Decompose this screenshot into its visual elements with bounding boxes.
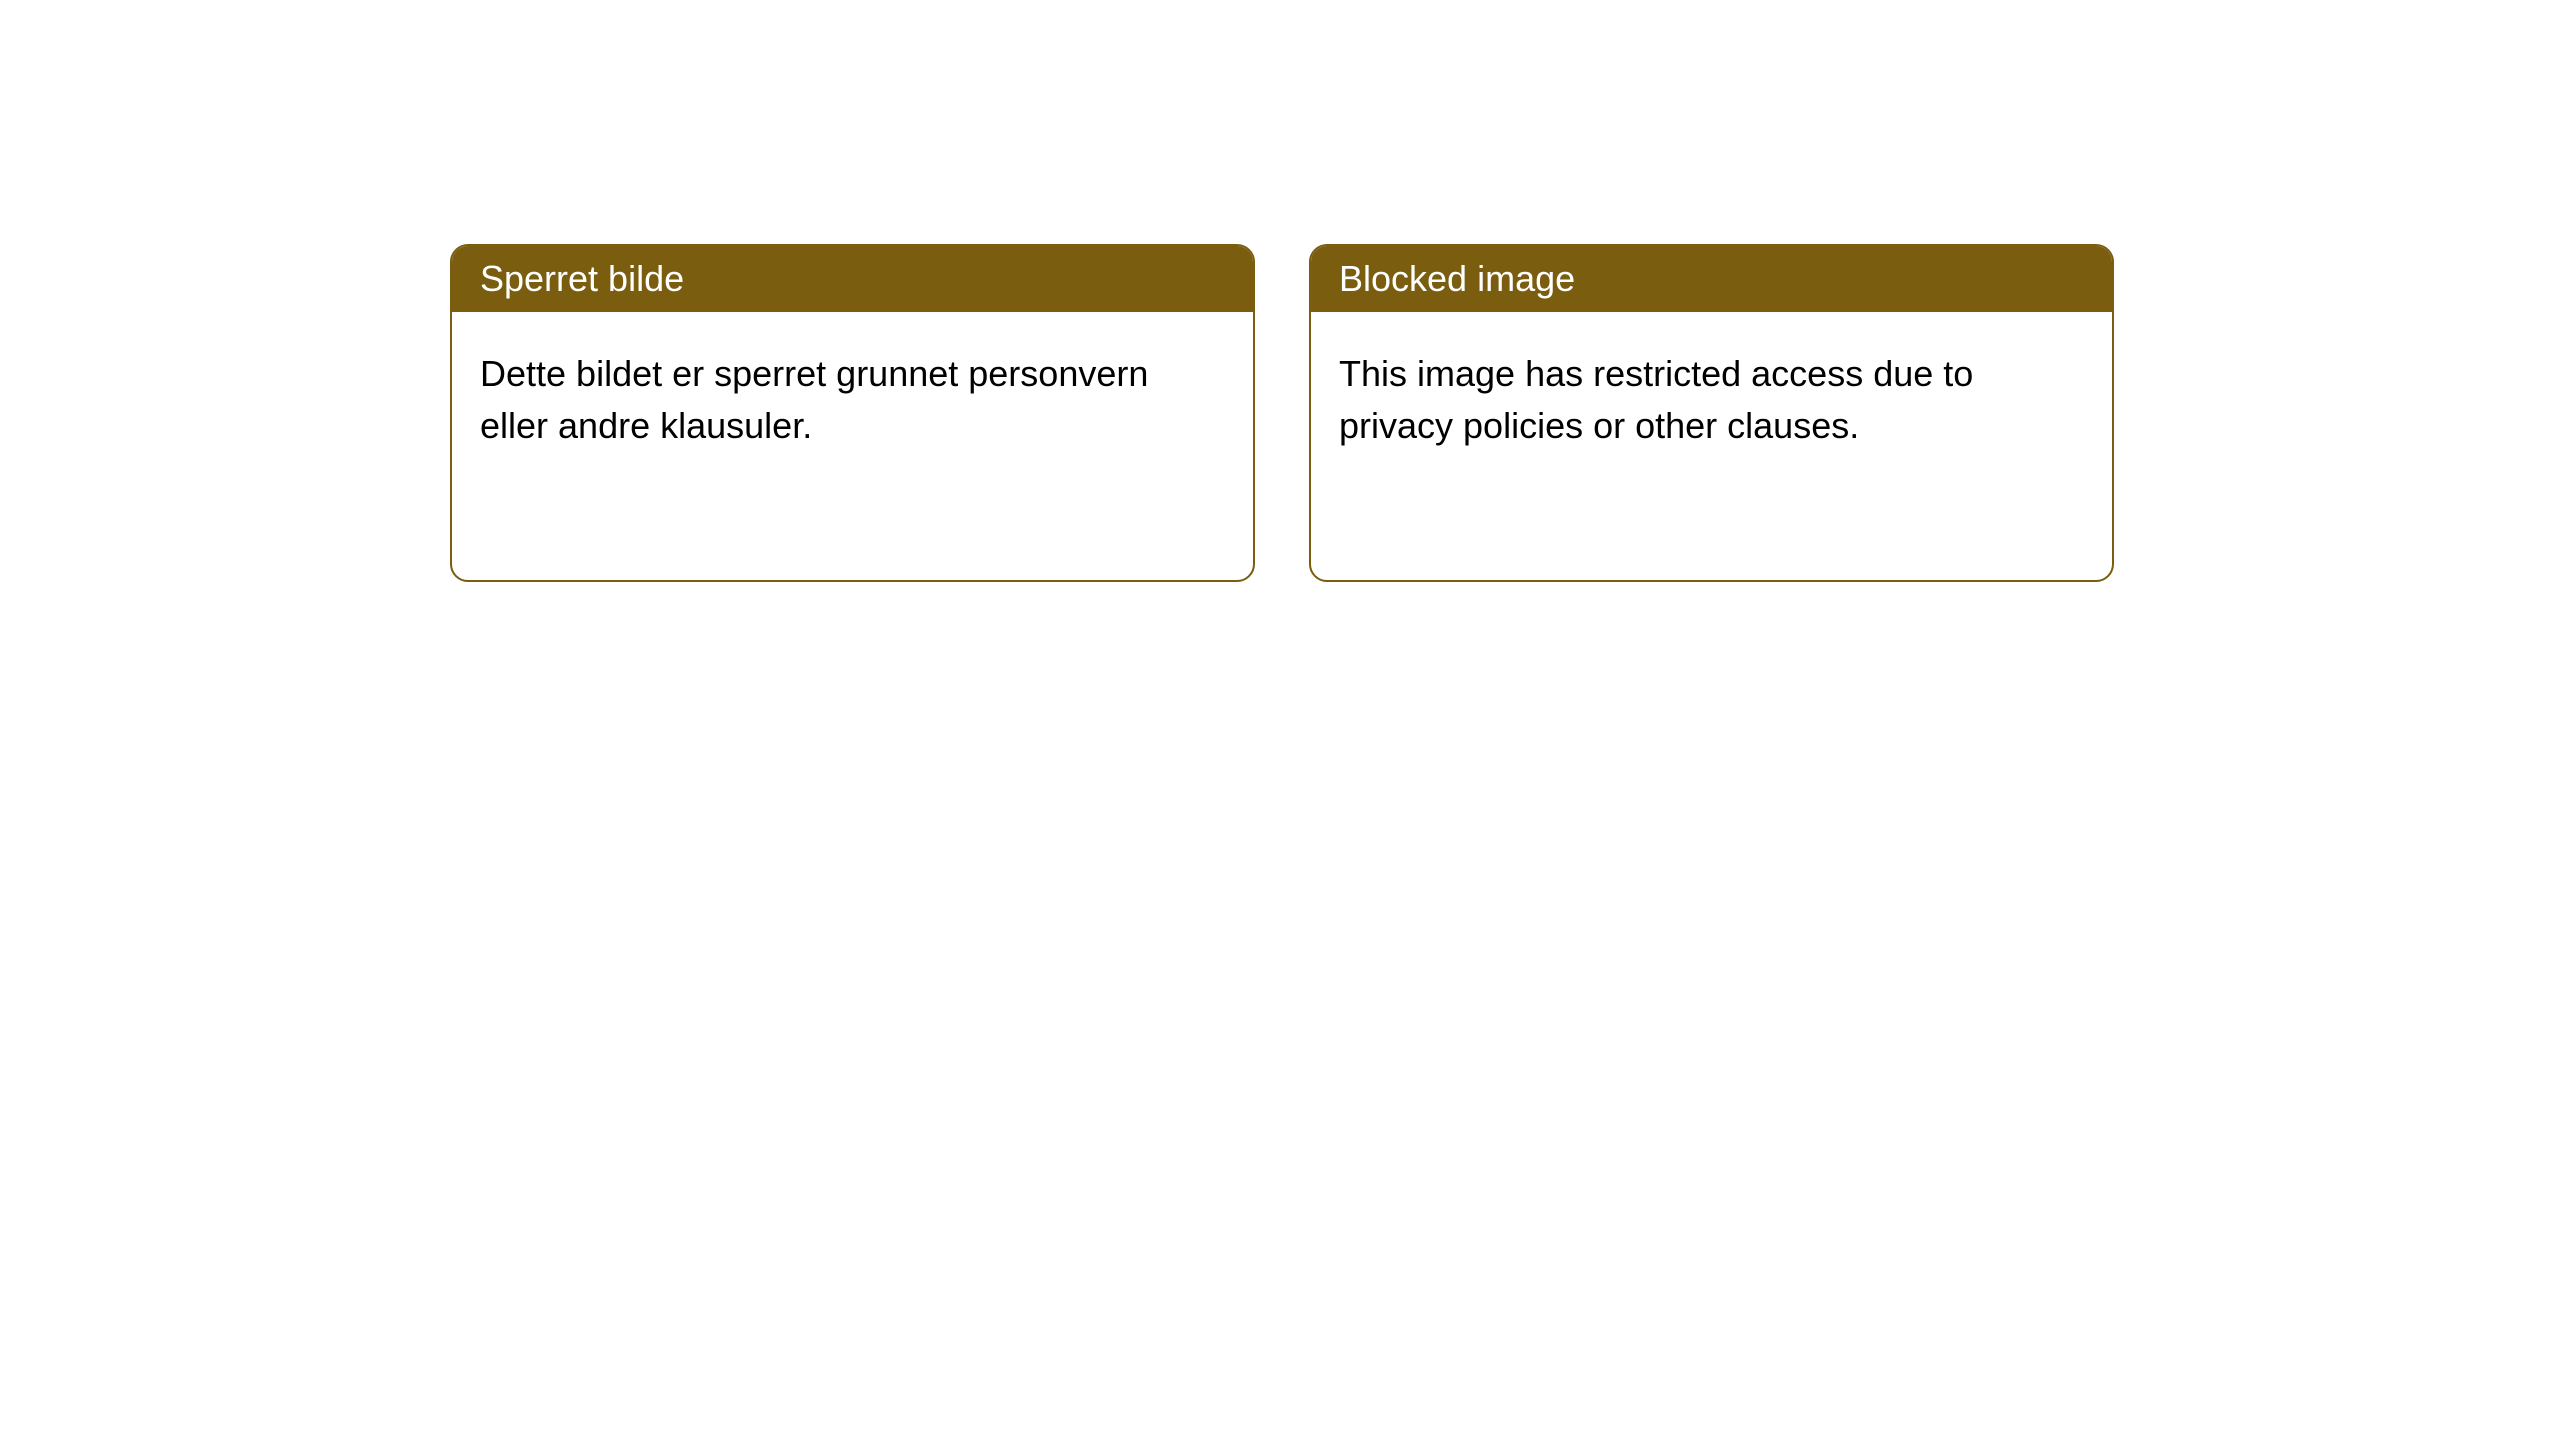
card-header-en: Blocked image: [1311, 246, 2112, 312]
blocked-image-card-no: Sperret bilde Dette bildet er sperret gr…: [450, 244, 1255, 582]
card-title-en: Blocked image: [1339, 258, 1575, 299]
blocked-image-card-en: Blocked image This image has restricted …: [1309, 244, 2114, 582]
cards-container: Sperret bilde Dette bildet er sperret gr…: [450, 244, 2114, 582]
card-header-no: Sperret bilde: [452, 246, 1253, 312]
card-body-text-no: Dette bildet er sperret grunnet personve…: [480, 353, 1148, 446]
card-body-en: This image has restricted access due to …: [1311, 312, 2112, 488]
card-title-no: Sperret bilde: [480, 258, 684, 299]
card-body-text-en: This image has restricted access due to …: [1339, 353, 1973, 446]
card-body-no: Dette bildet er sperret grunnet personve…: [452, 312, 1253, 488]
